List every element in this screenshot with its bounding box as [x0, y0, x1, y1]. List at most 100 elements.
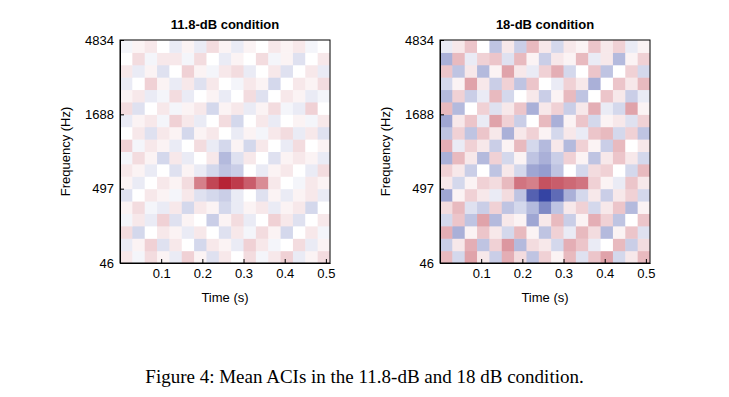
heatmap-cell: [281, 164, 294, 177]
heatmap-cell: [502, 189, 515, 202]
heatmap-cell: [194, 213, 207, 226]
heatmap-cell: [465, 65, 478, 78]
heatmap-cell: [145, 251, 158, 263]
heatmap-cell: [502, 139, 515, 152]
heatmap-cell: [452, 65, 465, 78]
heatmap-cell: [625, 238, 638, 251]
heatmap-cell: [182, 238, 195, 251]
heatmap-cell: [551, 52, 564, 65]
tick-label: 0.2: [514, 266, 532, 281]
heatmap-cell: [256, 152, 269, 165]
heatmap-cell: [305, 152, 318, 165]
heatmap-cell: [281, 65, 294, 78]
heatmap-cell: [268, 226, 281, 239]
heatmap-cell: [489, 114, 502, 127]
heatmap-cell: [539, 201, 552, 214]
heatmap-cell: [613, 226, 626, 239]
heatmap-cell: [256, 201, 269, 214]
heatmap-cell: [452, 164, 465, 177]
heatmap-cell: [539, 238, 552, 251]
heatmap-cell: [440, 164, 453, 177]
heatmap-cell: [465, 77, 478, 90]
heatmap-cell: [576, 77, 589, 90]
heatmap-cell: [601, 77, 614, 90]
heatmap-cell: [206, 213, 219, 226]
heatmap-cell: [440, 139, 453, 152]
heatmap-cell: [182, 189, 195, 202]
heatmap-cell: [489, 90, 502, 103]
axis-line: [440, 41, 441, 264]
heatmap-cell: [551, 152, 564, 165]
heatmap-cell: [502, 238, 515, 251]
heatmap-cell: [293, 40, 306, 53]
tick: 0.1: [473, 259, 491, 281]
heatmap-cell: [551, 251, 564, 263]
heatmap-cell: [601, 139, 614, 152]
heatmap-cell: [601, 52, 614, 65]
tick-label: 4834: [85, 33, 114, 48]
heatmap-cell: [601, 164, 614, 177]
tick: 1688: [405, 107, 444, 122]
heatmap-cell: [625, 114, 638, 127]
heatmap-cell: [268, 152, 281, 165]
heatmap-cell: [305, 164, 318, 177]
heatmap-cell: [489, 65, 502, 78]
tick-label: 0.2: [194, 266, 212, 281]
heatmap-cell: [318, 65, 330, 78]
heatmap-cell: [638, 226, 650, 239]
heatmap-cell: [638, 102, 650, 115]
heatmap-cell: [256, 40, 269, 53]
x-axis: 0.10.20.30.40.5: [441, 259, 656, 281]
heatmap-cell: [526, 164, 539, 177]
heatmap-cell: [157, 152, 170, 165]
heatmap-cell: [477, 213, 490, 226]
heatmap-cell: [613, 90, 626, 103]
heatmap-cell: [625, 127, 638, 140]
tick-mark: [285, 259, 286, 263]
heatmap-cell: [613, 77, 626, 90]
heatmap-cell: [551, 164, 564, 177]
heatmap-cell: [219, 65, 232, 78]
heatmap-cell: [564, 201, 577, 214]
tick-mark: [440, 189, 444, 190]
heatmap-cell: [539, 139, 552, 152]
heatmap-cell: [489, 226, 502, 239]
heatmap-cell: [526, 65, 539, 78]
heatmap-cell: [305, 65, 318, 78]
heatmap-cell: [440, 52, 453, 65]
heatmap-cell: [588, 152, 601, 165]
heatmap-cell: [182, 65, 195, 78]
heatmap-cell: [206, 201, 219, 214]
heatmap-cell: [145, 152, 158, 165]
heatmap-cell: [182, 251, 195, 263]
heatmap-cell: [305, 114, 318, 127]
heatmap-cell: [318, 176, 330, 189]
heatmap-cell: [526, 52, 539, 65]
tick-mark: [481, 259, 482, 263]
heatmap-cell: [514, 251, 527, 263]
heatmap-cell: [588, 176, 601, 189]
heatmap-cell: [564, 40, 577, 53]
heatmap-cell: [268, 65, 281, 78]
heatmap-cell: [601, 238, 614, 251]
heatmap-cell: [231, 65, 244, 78]
axis-line: [120, 41, 121, 264]
x-axis-title: Time (s): [521, 290, 568, 305]
heatmap-cell: [638, 139, 650, 152]
heatmap-cell: [157, 114, 170, 127]
heatmap-cell: [564, 176, 577, 189]
heatmap-cell: [182, 176, 195, 189]
heatmap-cell: [120, 65, 133, 78]
y-axis: 4649716884834: [405, 33, 444, 271]
heatmap-cell: [194, 114, 207, 127]
heatmap-cell: [551, 139, 564, 152]
heatmap-cell: [318, 189, 330, 202]
heatmap-cell: [588, 139, 601, 152]
heatmap-cell: [564, 114, 577, 127]
heatmap-cell: [231, 114, 244, 127]
heatmap-cell: [157, 238, 170, 251]
heatmap-cell: [551, 201, 564, 214]
heatmap-cell: [477, 164, 490, 177]
heatmap-cell: [157, 213, 170, 226]
heatmap-cell: [551, 226, 564, 239]
